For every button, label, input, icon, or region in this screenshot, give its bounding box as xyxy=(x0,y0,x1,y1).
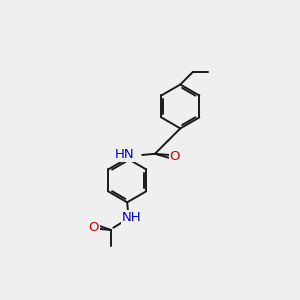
Text: O: O xyxy=(88,221,99,234)
Text: O: O xyxy=(169,150,180,163)
Text: NH: NH xyxy=(122,211,141,224)
Text: HN: HN xyxy=(115,148,135,161)
